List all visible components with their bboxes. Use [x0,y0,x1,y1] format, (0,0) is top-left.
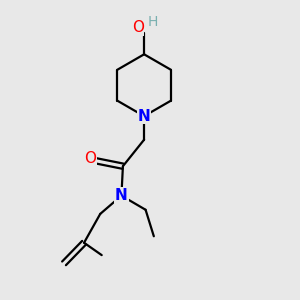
Text: O: O [132,20,144,35]
Text: N: N [138,109,151,124]
Text: O: O [85,151,97,166]
Text: N: N [115,188,128,203]
Text: H: H [148,15,158,29]
